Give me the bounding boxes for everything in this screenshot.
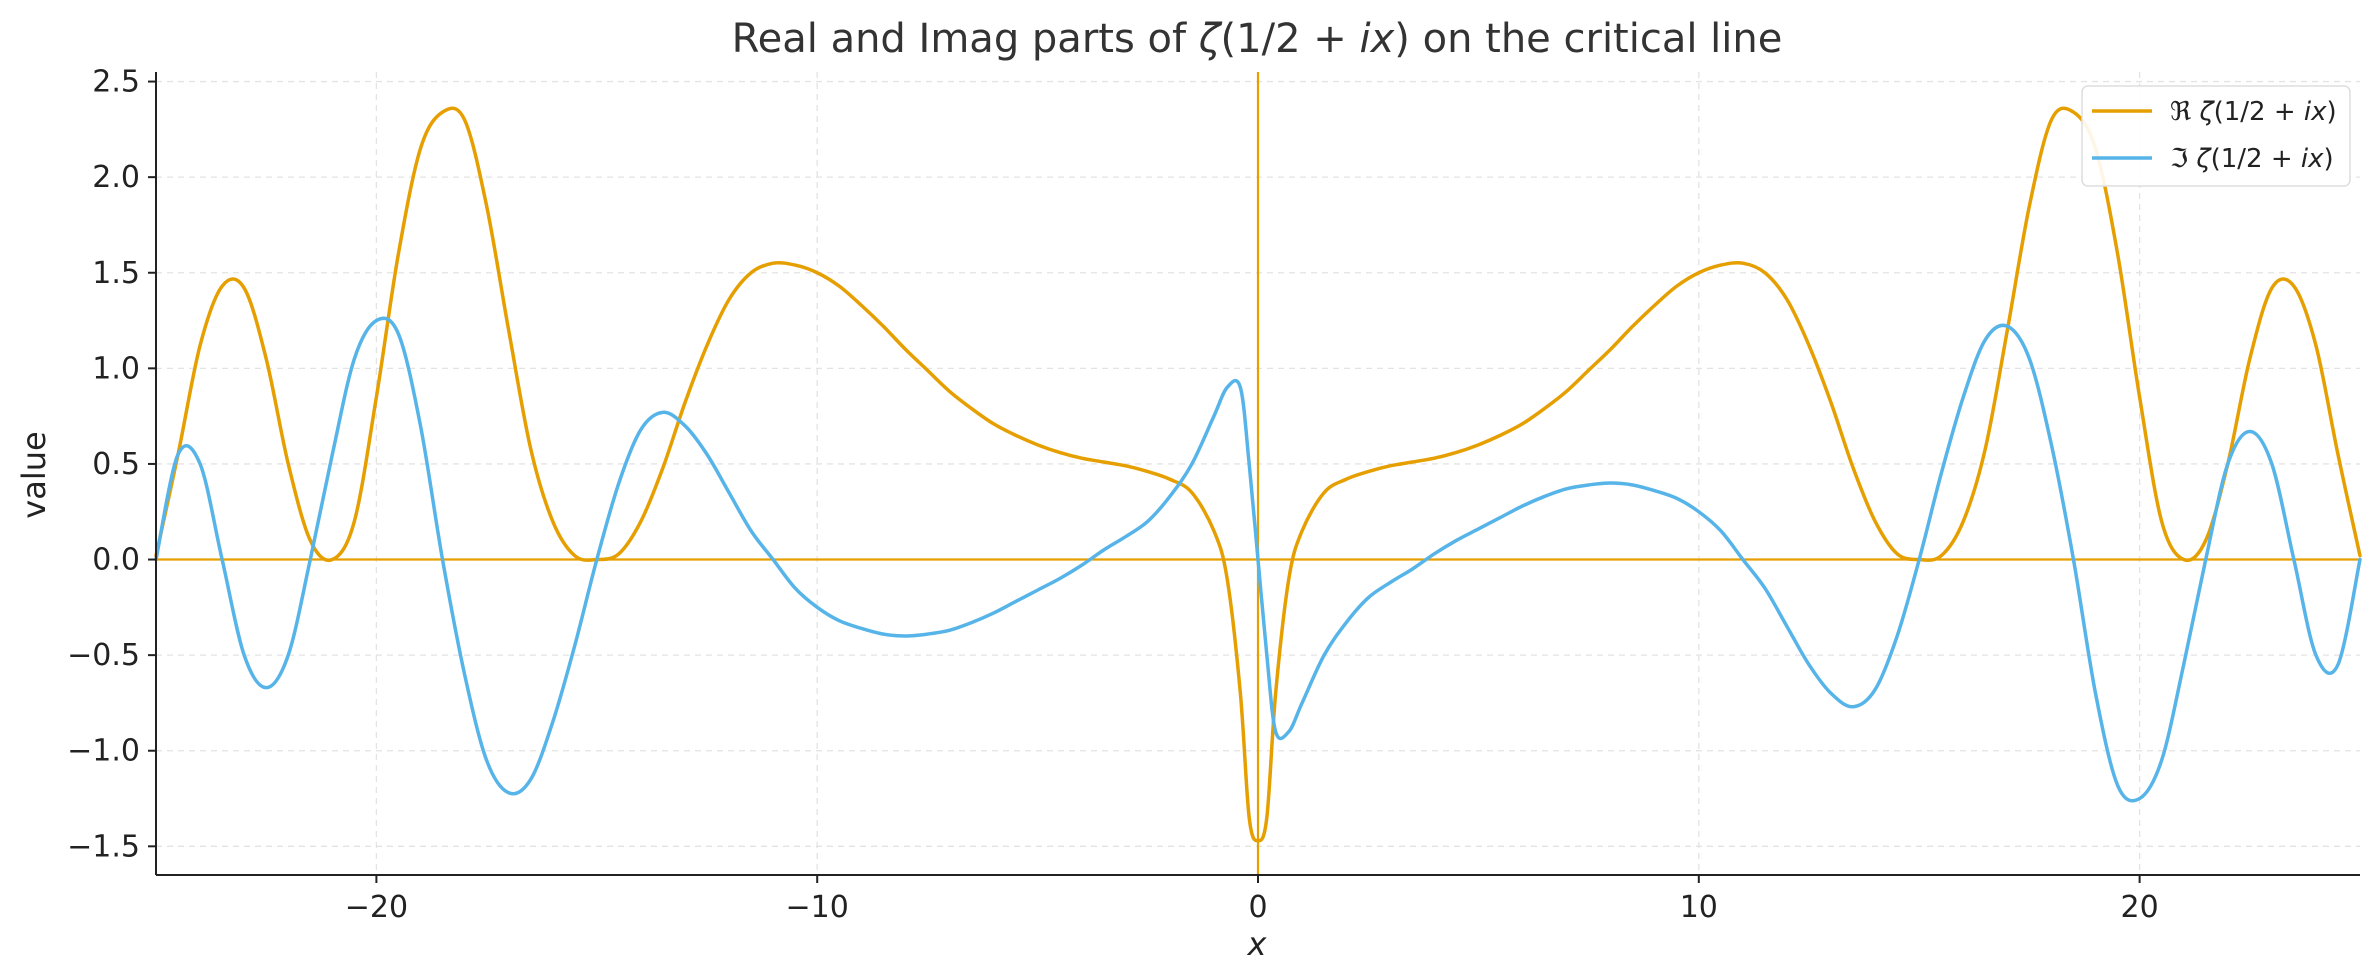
x-tick-label: 10 bbox=[1680, 890, 1718, 925]
y-tick-label: −1.5 bbox=[67, 829, 140, 864]
x-tick-label: 20 bbox=[2121, 890, 2159, 925]
chart-title: Real and Imag parts of ζ(1/2 + ix) on th… bbox=[732, 16, 1783, 62]
y-tick-label: −0.5 bbox=[67, 638, 140, 673]
y-tick-label: 1.5 bbox=[92, 256, 140, 291]
y-tick-label: 1.0 bbox=[92, 351, 140, 386]
y-tick-label: 0.0 bbox=[92, 543, 140, 578]
ticks: −20 −10 0 10 20 2.5 2.0 1.5 1.0 0.5 0.0 −0.5 −1.0 −1.… bbox=[67, 65, 2159, 925]
series-layer bbox=[154, 106, 2362, 843]
y-tick-label: −1.0 bbox=[67, 734, 140, 769]
x-tick-label: −20 bbox=[345, 890, 408, 925]
y-axis-label: value bbox=[15, 431, 53, 518]
x-tick-label: −10 bbox=[786, 890, 849, 925]
y-tick-label: 2.0 bbox=[92, 160, 140, 195]
y-tick-label: 0.5 bbox=[92, 447, 140, 482]
legend-label-real: ℜ ζ(1/2 + ix) bbox=[2170, 97, 2337, 127]
reference-lines bbox=[156, 72, 2360, 875]
legend-label-imag: ℑ ζ(1/2 + ix) bbox=[2170, 144, 2334, 174]
legend: ℜ ζ(1/2 + ix) ℑ ζ(1/2 + ix) bbox=[2081, 85, 2351, 187]
x-tick-label: 0 bbox=[1248, 890, 1267, 925]
series-line-real bbox=[154, 106, 2362, 843]
series-line-imag bbox=[154, 316, 2362, 803]
x-axis-label: x bbox=[1247, 925, 1268, 963]
y-tick-label: 2.5 bbox=[92, 65, 140, 100]
